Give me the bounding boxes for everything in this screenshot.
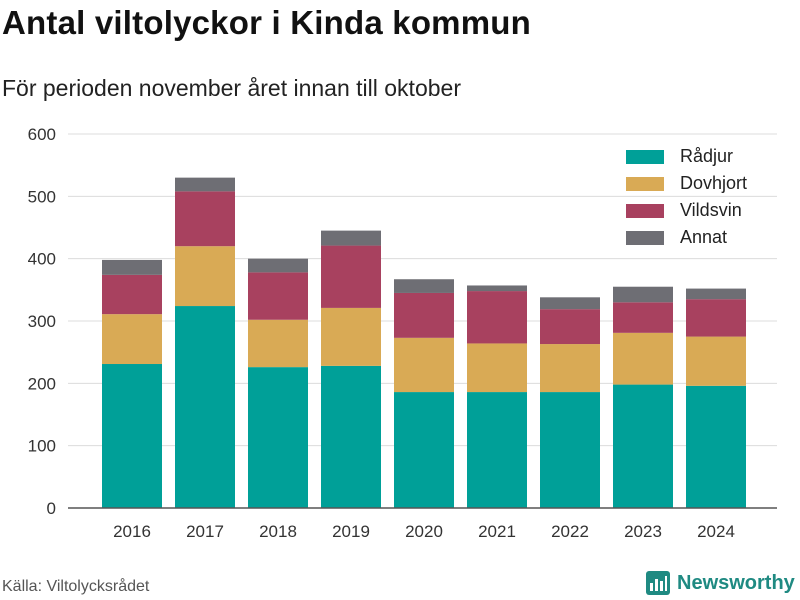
bar-segment <box>686 336 746 386</box>
bar-segment <box>321 245 381 308</box>
bar-segment <box>175 177 235 192</box>
bar-segment <box>394 279 454 293</box>
bar-segment <box>321 365 381 508</box>
bar-segment <box>248 272 308 320</box>
bar-segment <box>467 285 527 292</box>
bar-segment <box>102 274 162 315</box>
bar-segment <box>394 292 454 338</box>
bar-segment <box>540 309 600 345</box>
legend-label: Vildsvin <box>680 200 742 220</box>
chart-title: Antal viltolyckor i Kinda kommun <box>2 4 531 41</box>
x-tick-label: 2021 <box>478 522 516 541</box>
bar-segment <box>321 307 381 366</box>
legend-swatch <box>626 176 664 191</box>
chart-legend: Rådjur Dovhjort Vildsvin Annat <box>626 143 747 251</box>
x-tick-label: 2023 <box>624 522 662 541</box>
legend-label: Annat <box>680 227 728 247</box>
x-tick-label: 2019 <box>332 522 370 541</box>
y-tick-label: 200 <box>28 374 56 393</box>
bar-segment <box>467 392 527 508</box>
bar-segment <box>321 230 381 246</box>
bar-segment <box>686 385 746 508</box>
bar-segment <box>102 259 162 275</box>
newsworthy-logo-icon <box>646 571 670 595</box>
bar-segment <box>613 286 673 303</box>
chart-subtitle: För perioden november året innan till ok… <box>2 75 461 101</box>
bar-segment <box>102 314 162 365</box>
legend-swatch <box>626 230 664 245</box>
bar-segment <box>613 302 673 333</box>
x-tick-label: 2017 <box>186 522 224 541</box>
bar-segment <box>175 246 235 307</box>
y-tick-label: 0 <box>47 499 56 518</box>
bar-segment <box>175 191 235 247</box>
bar-segment <box>175 306 235 508</box>
bar-segment <box>540 297 600 310</box>
x-tick-label: 2018 <box>259 522 297 541</box>
legend-item: Vildsvin <box>626 197 747 224</box>
bar-segment <box>394 392 454 508</box>
brand-name: Newsworthy <box>677 571 795 594</box>
legend-item: Rådjur <box>626 143 747 170</box>
y-tick-label: 300 <box>28 312 56 331</box>
legend-label: Rådjur <box>680 146 734 166</box>
x-tick-label: 2024 <box>697 522 735 541</box>
bar-segment <box>467 291 527 344</box>
bar-segment <box>467 343 527 393</box>
bar-segment <box>686 299 746 337</box>
source-note: Källa: Viltolycksrådet <box>2 578 150 595</box>
y-tick-label: 600 <box>28 125 56 144</box>
x-tick-label: 2016 <box>113 522 151 541</box>
y-tick-label: 400 <box>28 250 56 269</box>
bar-segment <box>248 367 308 508</box>
y-tick-label: 100 <box>28 437 56 456</box>
legend-item: Annat <box>626 224 747 251</box>
bar-segment <box>686 288 746 300</box>
bar-segment <box>102 364 162 508</box>
x-tick-label: 2020 <box>405 522 443 541</box>
bar-segment <box>540 392 600 508</box>
legend-swatch <box>626 149 664 164</box>
legend-item: Dovhjort <box>626 170 747 197</box>
x-tick-label: 2022 <box>551 522 589 541</box>
bar-segment <box>248 258 308 273</box>
legend-swatch <box>626 203 664 218</box>
bar-segment <box>613 332 673 385</box>
bar-segment <box>394 337 454 393</box>
bar-segment <box>248 319 308 368</box>
bar-segment <box>613 384 673 508</box>
brand: Newsworthy <box>645 570 795 596</box>
bar-segment <box>540 344 600 393</box>
legend-label: Dovhjort <box>680 173 748 193</box>
y-tick-label: 500 <box>28 187 56 206</box>
